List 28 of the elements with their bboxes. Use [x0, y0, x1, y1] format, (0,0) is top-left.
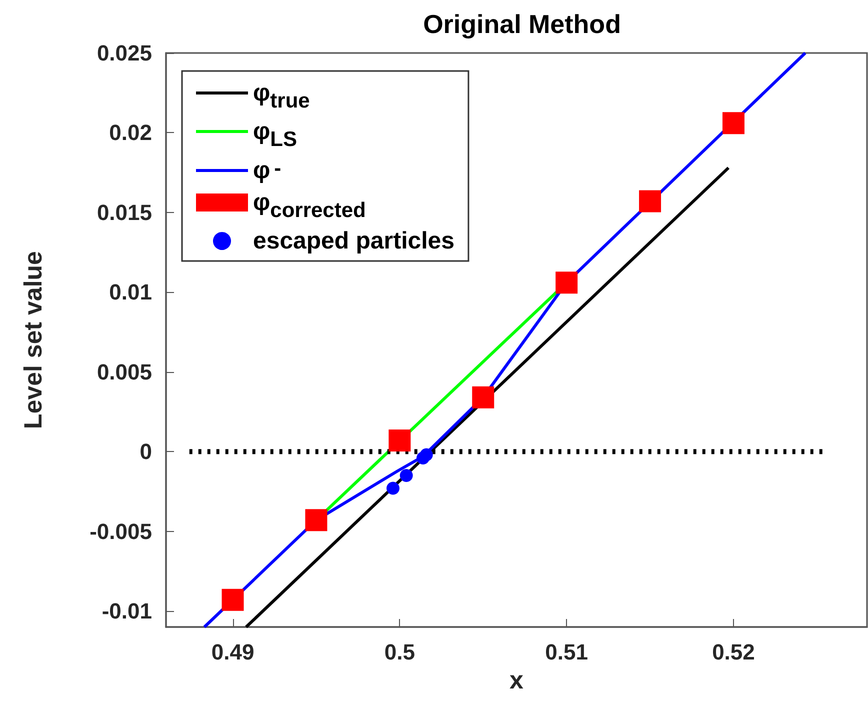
point: [472, 386, 494, 408]
point: [722, 112, 744, 134]
point: [386, 482, 400, 495]
y-tick-label: -0.01: [102, 598, 152, 624]
y-tick-label: -0.005: [90, 518, 152, 544]
legend-label: escaped particles: [253, 228, 454, 254]
point: [388, 429, 411, 452]
point: [556, 272, 578, 294]
point: [639, 190, 662, 212]
x-tick-label: 0.51: [545, 640, 588, 664]
y-tick-label: 0.025: [96, 40, 152, 66]
point: [222, 588, 244, 611]
x-tick-label: 0.49: [211, 640, 254, 664]
x-tick-label: 0.5: [384, 640, 415, 664]
y-axis-title: Level set value: [20, 250, 48, 429]
point: [305, 509, 328, 532]
y-tick-label: 0.02: [109, 120, 152, 146]
point: [420, 448, 433, 462]
point: [400, 469, 413, 482]
legend-label: φ-: [253, 157, 282, 184]
y-tick-label: 0.01: [109, 280, 152, 305]
y-tick-label: 0: [140, 439, 152, 464]
y-tick-label: 0.005: [96, 359, 152, 384]
x-tick-label: 0.52: [712, 640, 755, 664]
line-series: [202, 52, 807, 628]
x-axis-title: x: [510, 666, 524, 694]
y-tick-label: 0.015: [96, 200, 152, 225]
chart-title: Original Method: [423, 9, 621, 39]
